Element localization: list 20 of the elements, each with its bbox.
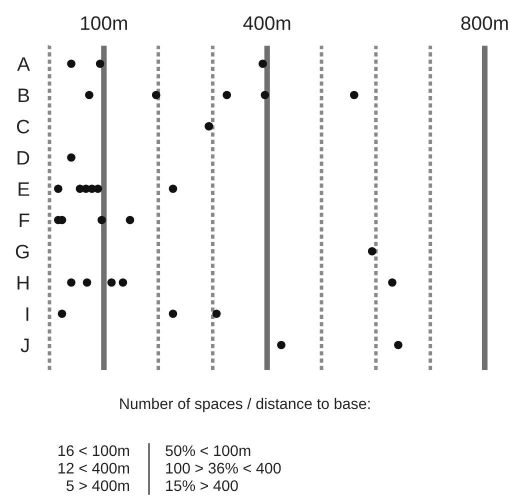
text: 50% < 100m [166, 445, 250, 456]
text: 15% > 400 [166, 480, 238, 492]
x-tick-label: 800m [461, 16, 508, 30]
text: 5 > 400m [66, 480, 129, 492]
text: 16 < 100m [58, 445, 129, 456]
y-tick-label: H [18, 276, 28, 290]
text: Number of spaces / distance to base: [120, 398, 370, 412]
y-tick-label: D [18, 151, 30, 165]
text: 12 < 400m [58, 462, 129, 474]
x-tick-label: 100m [81, 16, 127, 30]
y-tick-label: F [20, 214, 30, 228]
y-tick-label: A [17, 57, 30, 71]
y-tick-label: G [16, 244, 29, 258]
y-tick-label: C [17, 120, 30, 134]
x-tick-label: 400m [243, 16, 290, 30]
y-tick-label: B [18, 88, 30, 102]
text: 100 > 36% < 400 [166, 462, 281, 474]
y-tick-label: J [20, 338, 29, 352]
y-tick-label: I [26, 307, 28, 321]
y-tick-label: E [18, 182, 30, 196]
